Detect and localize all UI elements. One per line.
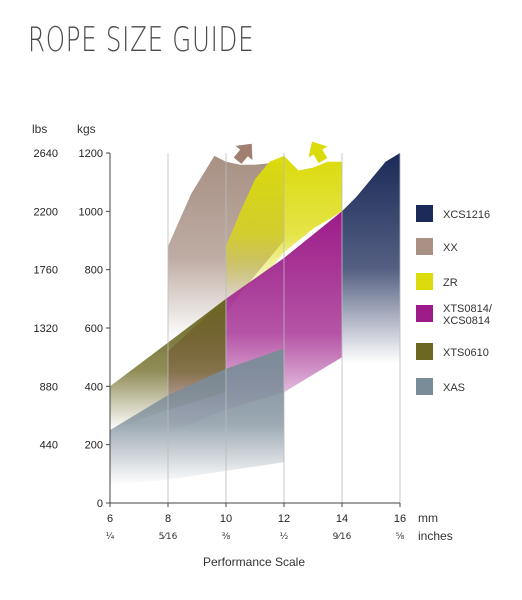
grid-lines <box>167 153 401 503</box>
y-units-kgs: kgs <box>77 122 96 136</box>
zr-up-arrow-icon <box>308 141 328 164</box>
legend-swatch <box>416 205 433 222</box>
legend-swatch <box>416 238 433 255</box>
x-tick-label-inches: ⅜ <box>222 532 231 542</box>
y-tick-label-kgs: 800 <box>85 265 103 277</box>
x-tick-label-mm: 8 <box>165 513 171 525</box>
x-tick-label-mm: 12 <box>278 513 290 525</box>
x-tick-label-inches: 9⁄16 <box>333 532 352 542</box>
x-units-mm: mm <box>418 511 438 525</box>
x-tick-label-mm: 16 <box>394 513 406 525</box>
series-areas <box>110 153 400 486</box>
legend-swatch <box>416 273 433 290</box>
y-tick-label-lbs: 1760 <box>34 265 58 277</box>
y-tick-label-lbs: 880 <box>40 381 58 393</box>
legend-label: XTS0814/XCS0814 <box>443 303 493 327</box>
area-xcs1216 <box>342 153 400 363</box>
legend-label: XX <box>443 242 458 254</box>
legend-label: ZR <box>443 277 458 289</box>
legend-swatch <box>416 305 433 322</box>
axes: 0 200 440 400 880 600 1320 800 1760 1000 2200 1200 2… <box>34 148 407 542</box>
page-title: ROPE SIZE GUIDE <box>28 20 255 60</box>
y-tick-label-kgs: 1200 <box>79 148 103 160</box>
y-tick-label-kgs: 600 <box>85 323 103 335</box>
x-tick-label-inches: ¼ <box>106 532 115 542</box>
legend-label: XAS <box>443 382 465 394</box>
legend-label: XCS1216 <box>443 209 490 221</box>
legend-swatch <box>416 343 433 360</box>
legend-label: XTS0610 <box>443 347 489 359</box>
y-tick-label-kgs: 1000 <box>79 206 103 218</box>
y-tick-label-lbs: 440 <box>40 440 58 452</box>
x-tick-label-mm: 14 <box>336 513 348 525</box>
x-axis-title: Performance Scale <box>203 555 305 569</box>
legend-swatch <box>416 378 433 395</box>
y-units-lbs: lbs <box>32 122 47 136</box>
x-tick-label-inches: ⅝ <box>396 532 405 542</box>
xx-up-arrow-icon <box>233 143 253 164</box>
x-tick-label-inches: 5⁄16 <box>159 532 178 542</box>
y-tick-label-lbs: 1320 <box>34 323 58 335</box>
y-tick-label-lbs: 2200 <box>34 206 58 218</box>
x-tick-label-mm: 6 <box>107 513 113 525</box>
y-tick-label-kgs: 200 <box>85 440 103 452</box>
x-tick-label-mm: 10 <box>220 513 232 525</box>
area-xas <box>110 348 284 486</box>
annotation-arrows <box>233 141 328 164</box>
legend: XCS1216 XX ZR XTS0814/XCS0814 XTS0610 XAS <box>416 205 493 395</box>
y-tick-label-kgs: 400 <box>85 381 103 393</box>
y-tick-label-lbs: 2640 <box>34 148 58 160</box>
x-units-inches: inches <box>418 529 453 543</box>
x-tick-label-inches: ½ <box>280 532 289 542</box>
y-tick-label-kgs: 0 <box>97 498 103 510</box>
